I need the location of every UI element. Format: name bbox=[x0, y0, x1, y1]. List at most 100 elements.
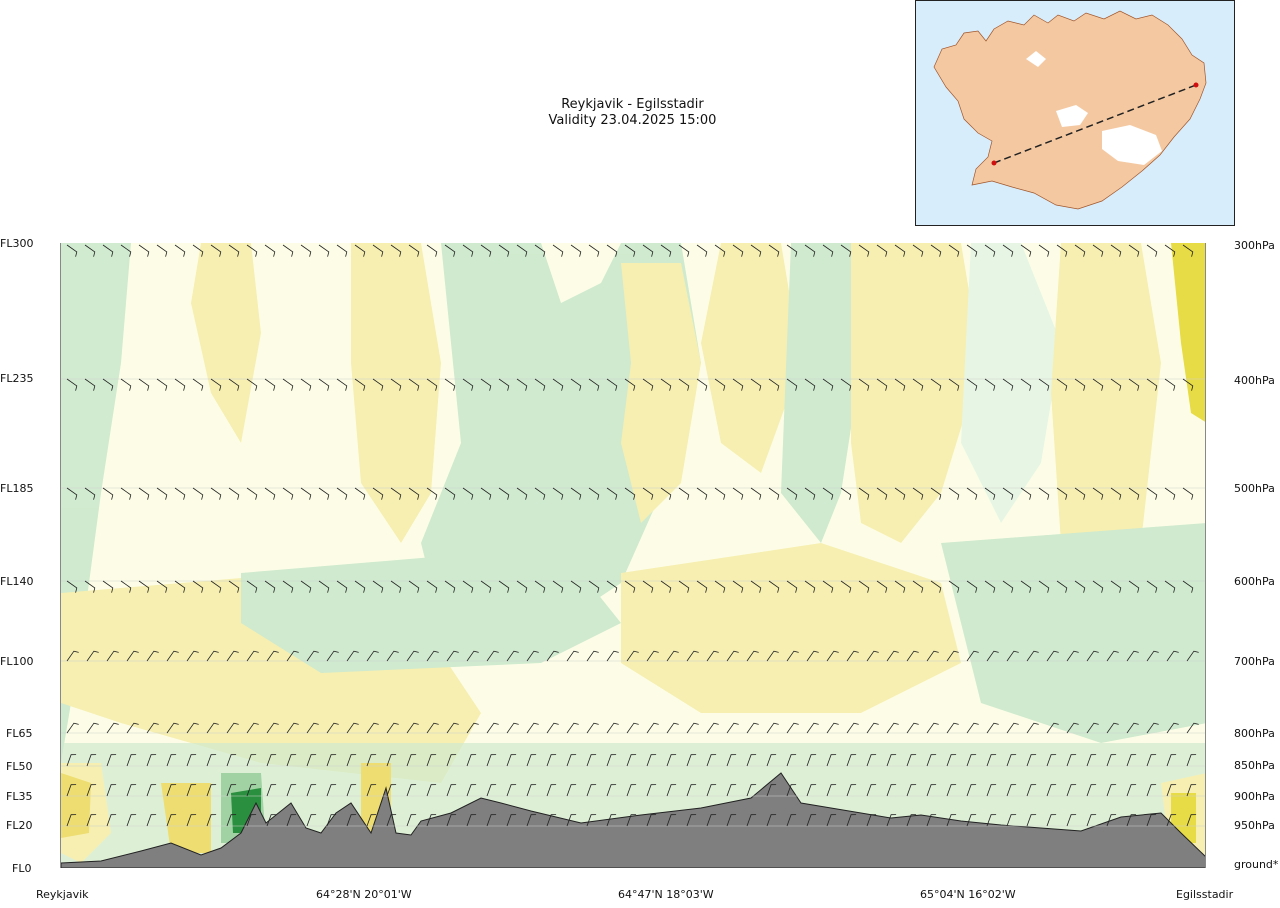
wind-barb-icon bbox=[826, 754, 837, 767]
fl50-label: FL50 bbox=[6, 760, 33, 773]
wind-barb-icon bbox=[1092, 580, 1104, 593]
wind-barb-icon bbox=[1038, 378, 1050, 391]
wind-barb-icon bbox=[366, 722, 379, 734]
wind-barb-icon bbox=[750, 378, 762, 391]
wind-barb-icon bbox=[1166, 814, 1177, 827]
wind-barb-icon bbox=[906, 650, 919, 662]
wind-barb-icon bbox=[686, 722, 699, 734]
wind-barb-icon bbox=[1186, 650, 1199, 662]
wind-barb-icon bbox=[696, 244, 708, 257]
wind-barb-icon bbox=[1186, 722, 1199, 734]
wind-barb-icon bbox=[246, 580, 258, 593]
wind-barb-icon bbox=[534, 487, 546, 500]
wind-barb-icon bbox=[426, 650, 439, 662]
wind-barb-icon bbox=[606, 754, 617, 767]
wind-barb-icon bbox=[746, 814, 757, 827]
wind-barb-icon bbox=[946, 754, 957, 767]
wind-barb-icon bbox=[266, 754, 277, 767]
wind-barb-icon bbox=[768, 487, 780, 500]
wind-barb-icon bbox=[606, 244, 618, 257]
wind-barb-icon bbox=[840, 580, 852, 593]
wind-barb-icon bbox=[210, 580, 222, 593]
wind-barb-icon bbox=[552, 580, 564, 593]
waypoint-3-label: 65°04'N 16°02'W bbox=[920, 888, 1016, 901]
wind-barb-icon bbox=[326, 754, 337, 767]
wind-barb-icon bbox=[106, 814, 117, 827]
wind-barb-icon bbox=[930, 244, 942, 257]
wind-barb-icon bbox=[766, 722, 779, 734]
wind-barb-icon bbox=[138, 378, 150, 391]
wind-barb-icon bbox=[498, 378, 510, 391]
wind-barb-icon bbox=[546, 784, 557, 797]
wind-barb-icon bbox=[282, 580, 294, 593]
wind-barb-icon bbox=[210, 487, 222, 500]
wind-barb-icon bbox=[666, 650, 679, 662]
fl100-label: FL100 bbox=[0, 655, 34, 668]
wind-barb-icon bbox=[984, 580, 996, 593]
wind-barb-icon bbox=[1110, 580, 1122, 593]
wind-barb-icon bbox=[102, 487, 114, 500]
wind-barb-icon bbox=[366, 814, 377, 827]
wind-barb-icon bbox=[840, 244, 852, 257]
wind-barb-icon bbox=[264, 378, 276, 391]
wind-barb-icon bbox=[726, 814, 737, 827]
wind-barb-icon bbox=[858, 244, 870, 257]
wind-barb-icon bbox=[1166, 722, 1179, 734]
wind-barb-icon bbox=[886, 722, 899, 734]
wind-barb-icon bbox=[546, 722, 559, 734]
wind-barb-icon bbox=[606, 650, 619, 662]
wind-barb-icon bbox=[318, 487, 330, 500]
wind-barb-icon bbox=[372, 378, 384, 391]
wind-barb-icon bbox=[750, 580, 762, 593]
wind-barb-icon bbox=[1038, 487, 1050, 500]
wind-barb-icon bbox=[804, 244, 816, 257]
wind-barb-icon bbox=[926, 650, 939, 662]
wind-barb-icon bbox=[766, 814, 777, 827]
wind-barb-icon bbox=[678, 487, 690, 500]
wind-barb-icon bbox=[686, 814, 697, 827]
wind-barb-icon bbox=[930, 487, 942, 500]
wind-barb-icon bbox=[120, 580, 132, 593]
wind-barb-icon bbox=[886, 784, 897, 797]
wind-barb-icon bbox=[746, 754, 757, 767]
wind-barb-icon bbox=[206, 814, 217, 827]
wind-barb-icon bbox=[606, 487, 618, 500]
wind-barb-icon bbox=[840, 378, 852, 391]
wind-barb-icon bbox=[1128, 378, 1140, 391]
wind-barb-icon bbox=[822, 244, 834, 257]
wind-barb-icon bbox=[102, 580, 114, 593]
wind-barb-icon bbox=[386, 754, 397, 767]
wind-barb-icon bbox=[552, 244, 564, 257]
wind-barb-icon bbox=[444, 580, 456, 593]
wind-barb-icon bbox=[986, 754, 997, 767]
wind-barb-icon bbox=[120, 487, 132, 500]
wind-barb-icon bbox=[526, 814, 537, 827]
wind-barb-icon bbox=[1126, 754, 1137, 767]
wind-barb-icon bbox=[866, 784, 877, 797]
wind-barb-icon bbox=[866, 754, 877, 767]
wind-barb-icon bbox=[354, 244, 366, 257]
wind-barb-icon bbox=[480, 487, 492, 500]
destination-label: Egilsstadir bbox=[1176, 888, 1234, 901]
wind-barb-icon bbox=[726, 650, 739, 662]
wind-barb-icon bbox=[1110, 378, 1122, 391]
wind-barb-icon bbox=[366, 650, 379, 662]
wind-barb-icon bbox=[228, 244, 240, 257]
vertical-cross-section-plot bbox=[60, 243, 1206, 868]
wind-barb-icon bbox=[206, 754, 217, 767]
hpa950-label: 950hPa bbox=[1234, 819, 1275, 832]
wind-barb-icon bbox=[1006, 814, 1017, 827]
wind-barb-icon bbox=[1128, 244, 1140, 257]
fl65-label: FL65 bbox=[6, 727, 33, 740]
wind-barb-icon bbox=[552, 487, 564, 500]
wind-barb-icon bbox=[300, 487, 312, 500]
wind-barb-icon bbox=[1002, 378, 1014, 391]
wind-barb-icon bbox=[516, 487, 528, 500]
wind-barb-icon bbox=[840, 487, 852, 500]
wind-barb-icon bbox=[446, 754, 457, 767]
wind-barb-icon bbox=[1106, 650, 1119, 662]
wind-barb-icon bbox=[306, 650, 319, 662]
wind-barb-icon bbox=[480, 378, 492, 391]
wind-barb-icon bbox=[1006, 754, 1017, 767]
wind-barb-icon bbox=[102, 378, 114, 391]
